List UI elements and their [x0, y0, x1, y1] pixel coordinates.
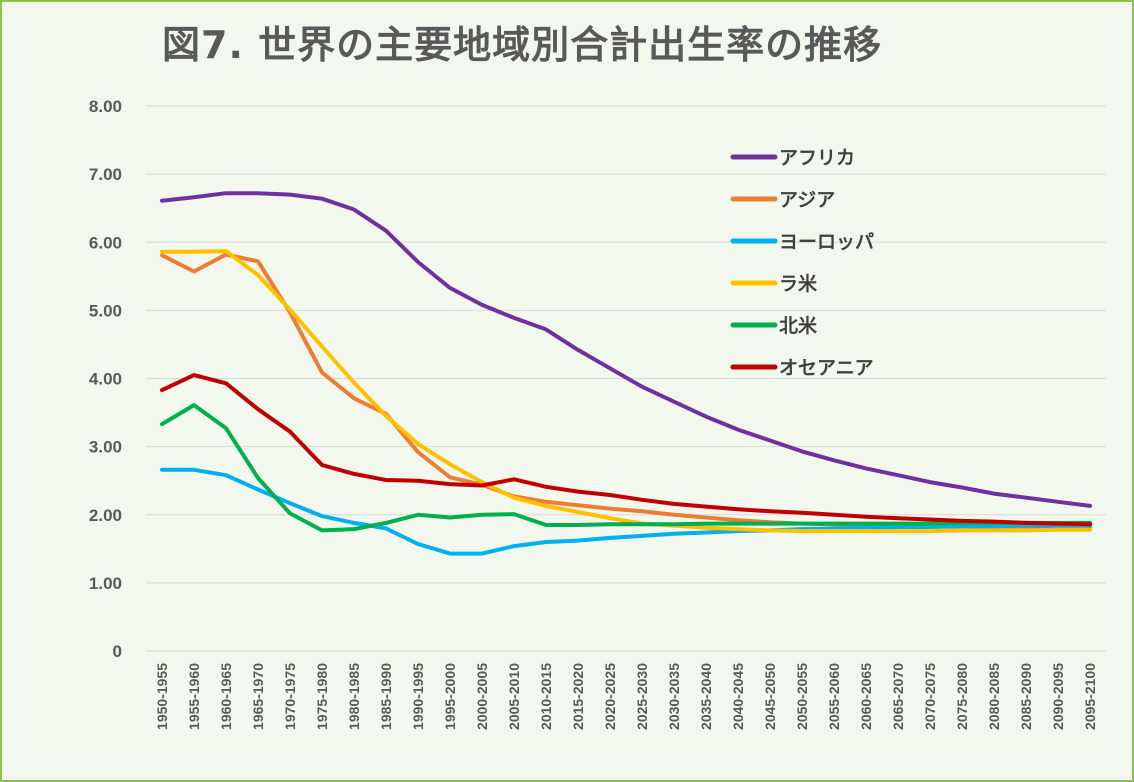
y-tick-label: 6.00	[89, 233, 122, 252]
x-tick-label: 1950-1955	[154, 663, 170, 730]
legend-item: 北米	[730, 314, 818, 337]
legend-label: オセアニア	[779, 357, 874, 379]
x-tick-label: 2090-2095	[1050, 663, 1066, 730]
x-tick-label: 1985-1990	[378, 663, 394, 730]
x-tick-label: 2025-2030	[634, 663, 650, 730]
y-tick-label: 4.00	[89, 370, 122, 389]
x-tick-label: 1975-1980	[314, 663, 330, 730]
x-tick-label: 1955-1960	[186, 663, 202, 730]
y-tick-label: 2.00	[89, 506, 122, 525]
x-tick-label: 2040-2045	[730, 663, 746, 730]
legend-item: ラ米	[730, 272, 818, 295]
x-tick-label: 2005-2010	[506, 663, 522, 730]
y-tick-label: 8.00	[89, 97, 122, 116]
x-tick-label: 2030-2035	[666, 663, 682, 730]
y-tick-label: 7.00	[89, 165, 122, 184]
x-tick-label: 2065-2070	[890, 663, 906, 730]
x-tick-label: 2055-2060	[826, 663, 842, 730]
series-line	[160, 373, 1092, 527]
legend-label: アフリカ	[779, 147, 855, 169]
legend-item: アフリカ	[730, 147, 855, 169]
legend-item: アジア	[730, 189, 835, 211]
legend-label: 北米	[779, 314, 818, 337]
x-tick-label: 2070-2075	[922, 663, 938, 730]
y-tick-label: 1.00	[89, 574, 122, 593]
legend-label: ヨーロッパ	[779, 231, 874, 253]
gridlines	[146, 105, 1106, 652]
x-tick-label: 2045-2050	[762, 663, 778, 730]
x-tick-label: 1995-2000	[442, 663, 458, 730]
x-tick-label: 2085-2090	[1018, 663, 1034, 730]
y-tick-label: 5.00	[89, 301, 122, 320]
x-tick-label: 2095-2100	[1082, 663, 1098, 730]
legend-label: アジア	[779, 189, 835, 211]
y-tick-label: 3.00	[89, 438, 122, 457]
legend-item: ヨーロッパ	[730, 231, 874, 253]
x-tick-label: 1980-1985	[346, 663, 362, 730]
series-line	[160, 403, 1092, 533]
series-line	[160, 467, 1092, 556]
series-line	[160, 249, 1092, 534]
legend-label: ラ米	[779, 272, 818, 295]
x-axis-ticks: 1950-1955 1955-1960 1960-1965 1965-1970 1970…	[154, 663, 1098, 730]
x-tick-label: 2035-2040	[698, 663, 714, 730]
series-lines	[160, 191, 1092, 556]
x-tick-label: 2015-2020	[570, 663, 586, 730]
x-tick-label: 2020-2025	[602, 663, 618, 730]
x-tick-label: 2080-2085	[986, 663, 1002, 730]
x-tick-label: 1960-1965	[218, 663, 234, 730]
series-line	[160, 191, 1092, 508]
y-tick-label: 0	[113, 642, 122, 661]
x-tick-label: 2050-2055	[794, 663, 810, 730]
x-tick-label: 2000-2005	[474, 663, 490, 730]
x-tick-label: 2060-2065	[858, 663, 874, 730]
x-tick-label: 2075-2080	[954, 663, 970, 730]
legend-item: オセアニア	[730, 357, 874, 379]
x-tick-label: 1970-1975	[282, 663, 298, 730]
x-tick-label: 1990-1995	[410, 663, 426, 730]
x-tick-label: 1965-1970	[250, 663, 266, 730]
x-tick-label: 2010-2015	[538, 663, 554, 730]
y-axis-ticks: 0 1.00 2.00 3.00 4.00 5.00 6.00 7.00 8.00	[89, 97, 122, 661]
chart-title: 図7. 世界の主要地域別合計出生率の推移	[162, 23, 883, 67]
